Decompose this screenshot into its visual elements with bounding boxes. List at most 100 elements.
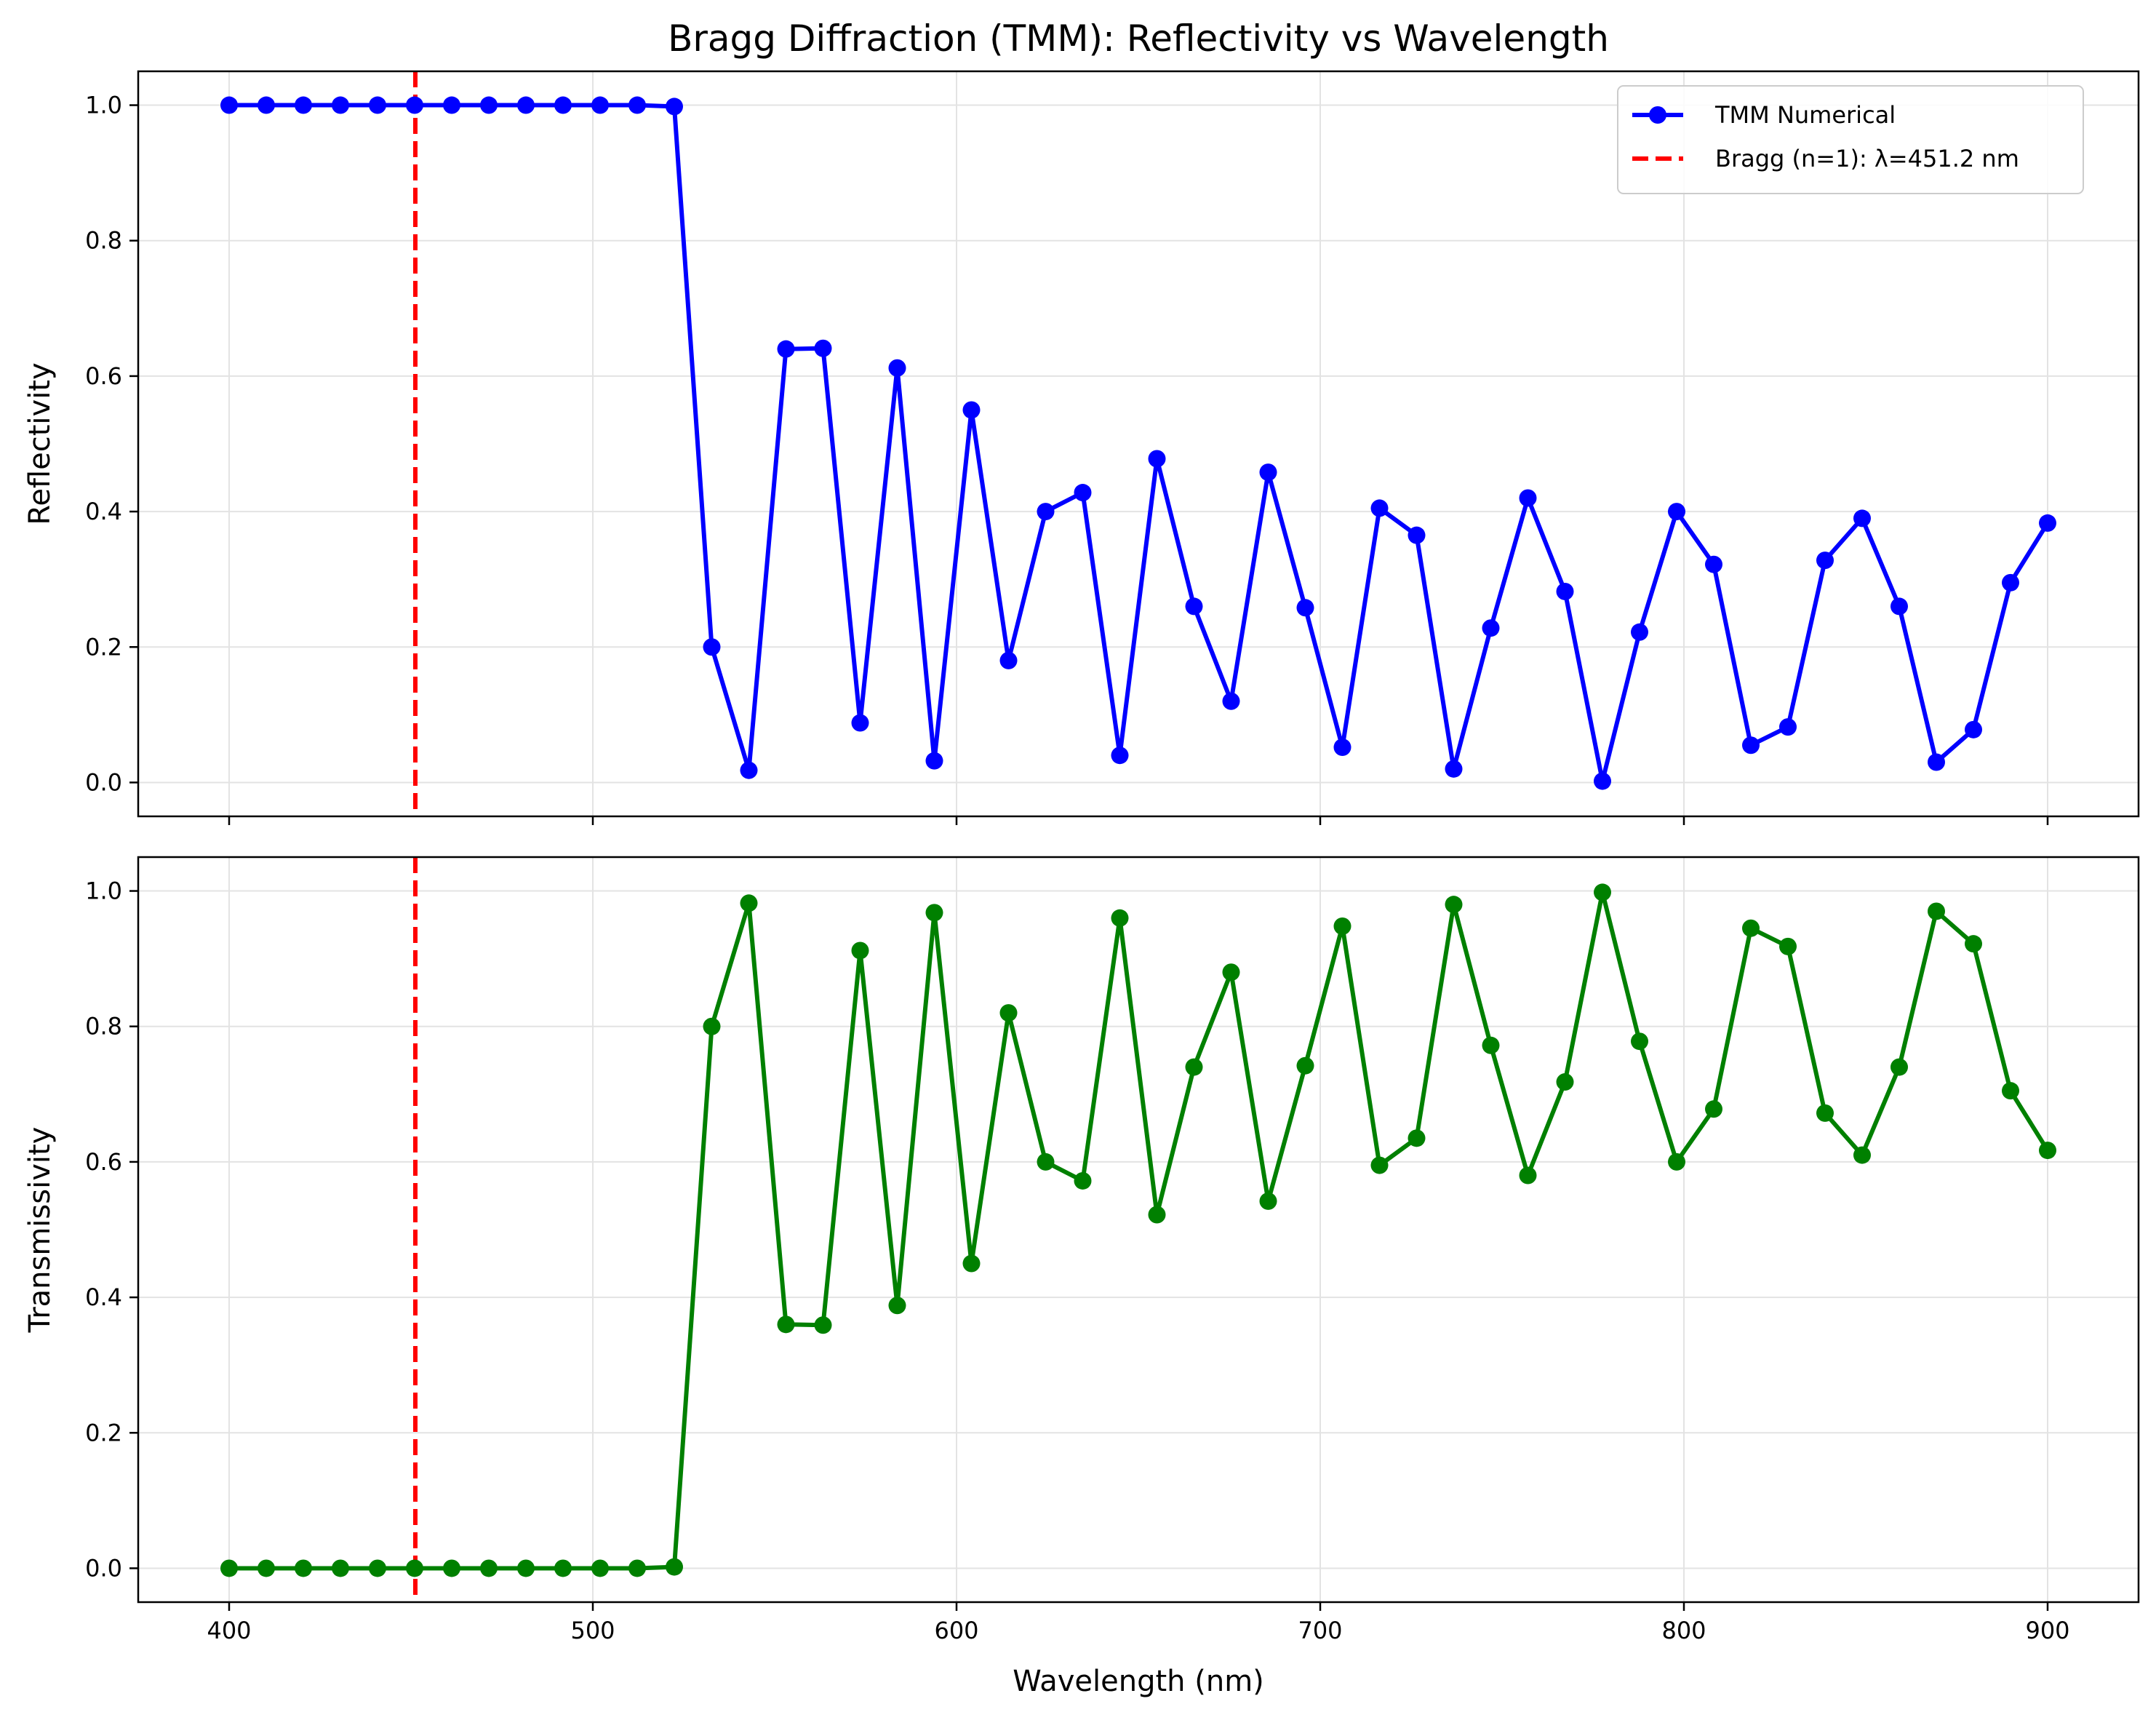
x-tick-label: 700 bbox=[1298, 1617, 1342, 1644]
data-point bbox=[740, 894, 758, 912]
data-point bbox=[814, 1316, 832, 1334]
y-tick-label: 0.4 bbox=[85, 498, 122, 525]
y-tick-label: 0.8 bbox=[85, 1013, 122, 1040]
axes-frame bbox=[137, 70, 2140, 818]
data-point bbox=[1705, 555, 1722, 573]
data-point bbox=[1779, 937, 1797, 955]
data-point bbox=[1742, 919, 1760, 937]
data-point bbox=[1074, 1171, 1092, 1190]
y-axis-label: Transmissivity bbox=[23, 1127, 57, 1334]
y-tick-label: 0.6 bbox=[85, 362, 122, 390]
data-point bbox=[332, 1559, 349, 1577]
y-tick-label: 0.6 bbox=[85, 1148, 122, 1176]
data-point bbox=[369, 1559, 386, 1577]
data-point bbox=[1928, 902, 1945, 920]
data-point bbox=[1519, 1166, 1537, 1185]
data-point bbox=[1408, 526, 1426, 544]
data-point bbox=[1148, 450, 1166, 468]
legend-label: TMM Numerical bbox=[1714, 101, 1896, 129]
data-point bbox=[480, 96, 498, 114]
subplot-transmissivity: 0.0 0.2 0.4 0.6 0.8 1.0 400 500 600 700 800 900 Tran… bbox=[23, 856, 2140, 1698]
data-point bbox=[480, 1559, 498, 1577]
data-point bbox=[999, 651, 1018, 669]
data-point bbox=[406, 96, 423, 114]
series-line bbox=[229, 103, 2050, 784]
data-point bbox=[1742, 736, 1760, 755]
data-point bbox=[1148, 1206, 1166, 1224]
y-tick-label: 1.0 bbox=[85, 92, 122, 119]
y-tick-label: 0.2 bbox=[85, 1419, 122, 1446]
y-tick-label: 0.0 bbox=[85, 768, 122, 796]
data-point bbox=[1074, 484, 1092, 502]
data-point bbox=[443, 96, 460, 114]
data-point bbox=[2039, 1142, 2056, 1160]
data-point bbox=[295, 96, 312, 114]
data-point bbox=[1482, 1036, 1500, 1054]
data-point bbox=[1816, 552, 1834, 570]
data-point bbox=[1111, 909, 1129, 927]
data-point bbox=[1037, 503, 1055, 521]
data-point bbox=[628, 96, 646, 114]
data-point bbox=[1631, 623, 1648, 641]
data-point bbox=[369, 96, 386, 114]
data-point bbox=[925, 752, 943, 770]
data-point bbox=[295, 1559, 312, 1577]
data-point bbox=[1296, 1056, 1314, 1075]
data-point bbox=[406, 1559, 423, 1577]
data-point bbox=[1668, 1152, 1685, 1171]
data-point bbox=[443, 1559, 460, 1577]
data-point bbox=[1631, 1032, 1648, 1051]
data-point bbox=[1445, 760, 1463, 778]
data-point bbox=[1037, 1152, 1055, 1171]
data-point bbox=[554, 1559, 572, 1577]
data-point bbox=[2002, 1082, 2019, 1100]
x-tick-label: 500 bbox=[570, 1617, 615, 1644]
data-point bbox=[1259, 1192, 1277, 1210]
data-point bbox=[1333, 738, 1352, 757]
data-point bbox=[999, 1004, 1018, 1022]
data-point bbox=[740, 761, 758, 779]
y-tick-label: 1.0 bbox=[85, 877, 122, 905]
data-point bbox=[666, 97, 683, 116]
legend-label: Bragg (n=1): λ=451.2 nm bbox=[1715, 145, 2019, 172]
x-tick-label: 600 bbox=[934, 1617, 978, 1644]
data-point bbox=[517, 96, 535, 114]
data-point bbox=[591, 1559, 609, 1577]
data-point bbox=[703, 1017, 721, 1035]
data-point bbox=[257, 96, 275, 114]
data-point bbox=[1185, 1058, 1203, 1076]
data-point bbox=[1853, 1146, 1871, 1164]
data-point bbox=[332, 96, 349, 114]
data-point bbox=[1705, 1100, 1722, 1118]
data-point bbox=[1222, 963, 1240, 982]
data-point bbox=[628, 1559, 646, 1577]
data-point bbox=[1408, 1129, 1426, 1147]
series-line bbox=[229, 890, 2050, 1571]
x-tick-label: 400 bbox=[207, 1617, 251, 1644]
data-point bbox=[591, 96, 609, 114]
y-tick-label: 0.4 bbox=[85, 1283, 122, 1311]
data-point bbox=[1445, 896, 1463, 914]
x-tick-label: 800 bbox=[1661, 1617, 1706, 1644]
data-point bbox=[1816, 1104, 1834, 1122]
data-point bbox=[220, 1559, 238, 1577]
data-point bbox=[220, 96, 238, 114]
x-tick-label: 900 bbox=[2025, 1617, 2069, 1644]
data-point bbox=[1111, 746, 1129, 765]
data-point bbox=[1594, 772, 1611, 790]
data-point bbox=[1519, 489, 1537, 507]
y-tick-label: 0.8 bbox=[85, 227, 122, 255]
data-point bbox=[925, 904, 943, 922]
data-point bbox=[1370, 499, 1389, 517]
data-point bbox=[1556, 582, 1574, 600]
y-tick-label: 0.0 bbox=[85, 1554, 122, 1582]
data-point bbox=[1668, 503, 1685, 521]
data-point bbox=[517, 1559, 535, 1577]
data-point bbox=[1222, 692, 1240, 710]
data-point bbox=[1965, 935, 1982, 953]
data-point bbox=[851, 941, 869, 960]
legend-marker-swatch bbox=[1649, 106, 1666, 124]
data-point bbox=[777, 1315, 795, 1334]
data-point bbox=[1594, 883, 1611, 901]
